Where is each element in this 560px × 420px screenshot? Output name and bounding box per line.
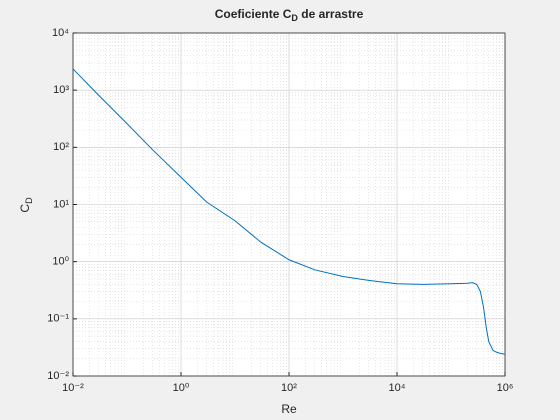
x-tick-label: 10⁴ — [389, 382, 406, 394]
x-axis-label: Re — [281, 402, 297, 416]
data-line — [72, 68, 506, 355]
title-subscript: D — [291, 13, 298, 23]
x-tick-label: 10⁶ — [497, 382, 514, 394]
x-tick-label: 10⁻² — [62, 382, 84, 394]
title-rest: de arrastre — [298, 7, 364, 21]
y-tick-label: 10¹ — [53, 198, 69, 210]
y-tick-label: 10³ — [53, 84, 69, 96]
chart-title: Coeficiente CD de arrastre — [215, 7, 364, 23]
y-tick-label: 10⁰ — [52, 256, 69, 268]
y-axis-label: CD — [18, 197, 34, 213]
y-tick-label: 10⁻² — [47, 370, 69, 382]
ylabel-text: C — [18, 204, 32, 213]
y-tick-label: 10² — [53, 141, 69, 153]
x-tick-label: 10⁰ — [173, 382, 190, 394]
y-tick-label: 10⁴ — [52, 27, 69, 39]
x-tick-label: 10² — [281, 382, 297, 394]
axes-box — [72, 32, 506, 377]
y-tick-label: 10⁻¹ — [47, 313, 69, 325]
title-text: Coeficiente C — [215, 7, 292, 21]
ylabel-subscript: D — [24, 197, 34, 204]
